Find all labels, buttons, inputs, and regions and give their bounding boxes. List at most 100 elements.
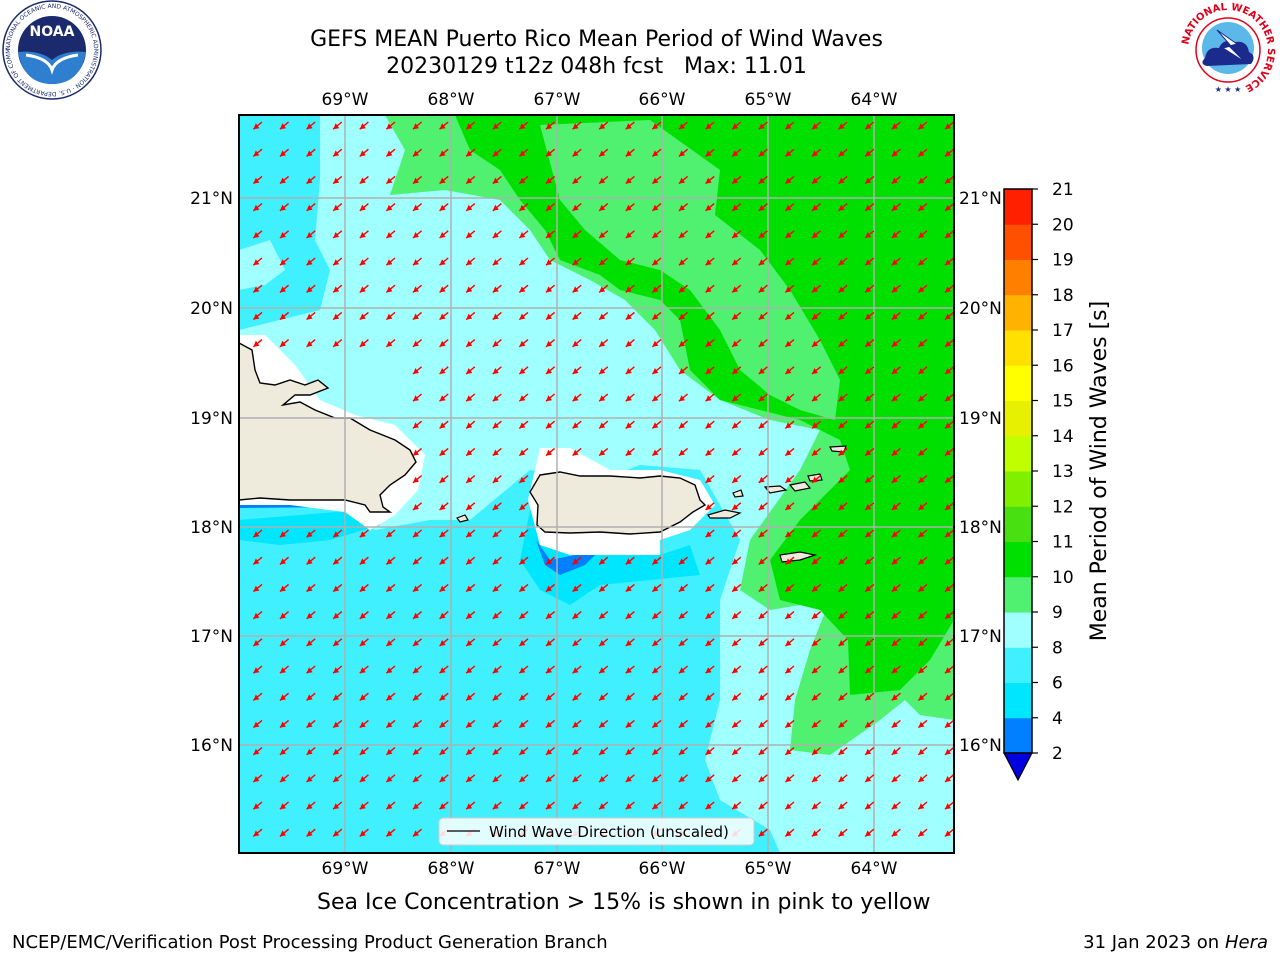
- wave-direction-arrowhead: [732, 313, 739, 320]
- wave-direction-arrowhead: [466, 531, 473, 538]
- wave-direction-arrowhead: [359, 259, 366, 266]
- wave-direction-arrowhead: [599, 585, 606, 592]
- wave-direction-arrowhead: [545, 612, 552, 619]
- wave-direction-arrowhead: [705, 313, 712, 320]
- wave-direction-arrowhead: [758, 177, 765, 184]
- lat-label: 19°N: [190, 409, 233, 429]
- wave-direction-arrowhead: [865, 368, 872, 374]
- wave-direction-arrowhead: [891, 395, 898, 402]
- wave-direction-arrowhead: [359, 776, 366, 782]
- wave-direction-arrowhead: [865, 721, 872, 728]
- wave-direction-arrowhead: [758, 612, 765, 619]
- wave-direction-arrowhead: [572, 449, 579, 456]
- wave-direction-arrowhead: [918, 204, 925, 211]
- wave-direction-arrowhead: [811, 721, 818, 728]
- wave-direction-arrowhead: [705, 504, 712, 510]
- wave-direction-arrowhead: [279, 286, 286, 293]
- noaa-logo: NATIONAL OCEANIC AND ATMOSPHERIC ADMINIS…: [0, 0, 102, 100]
- wave-direction-arrowhead: [466, 585, 473, 592]
- wave-direction-arrowhead: [678, 123, 685, 130]
- wave-direction-arrowhead: [891, 313, 898, 320]
- wave-direction-arrowhead: [519, 721, 526, 728]
- wave-direction-arrowhead: [811, 830, 818, 837]
- wave-direction-arrowhead: [386, 558, 393, 565]
- wave-direction-arrowhead: [279, 585, 286, 592]
- wave-direction-arrowhead: [625, 150, 632, 157]
- wave-direction-arrowhead: [439, 340, 446, 347]
- wave-direction-arrowhead: [253, 259, 260, 266]
- wave-direction-arrowhead: [891, 776, 898, 782]
- wave-direction-arrowhead: [811, 313, 818, 320]
- wave-direction-arrowhead: [838, 830, 845, 837]
- wave-direction-arrowhead: [838, 150, 845, 157]
- wave-direction-arrowhead: [386, 803, 393, 810]
- wave-direction-arrowhead: [306, 177, 313, 184]
- wave-direction-arrowhead: [439, 422, 446, 429]
- wave-direction-arrowhead: [492, 748, 499, 755]
- wave-direction-arrowhead: [439, 286, 446, 293]
- wave-direction-arrowhead: [439, 476, 446, 483]
- wave-direction-arrowhead: [439, 150, 446, 157]
- wave-direction-arrowhead: [572, 232, 579, 238]
- wave-direction-arrowhead: [785, 803, 792, 810]
- footer-date-text: 31 Jan 2023 on: [1083, 932, 1225, 953]
- wave-direction-arrowhead: [758, 504, 765, 510]
- wave-direction-arrowhead: [599, 177, 606, 184]
- wave-direction-arrowhead: [891, 232, 898, 238]
- wave-direction-arrowhead: [572, 395, 579, 402]
- wave-direction-arrowhead: [758, 232, 765, 238]
- wave-direction-arrowhead: [785, 558, 792, 565]
- wave-direction-arrowhead: [572, 259, 579, 266]
- wave-direction-arrowhead: [253, 612, 260, 619]
- lat-label: 16°N: [190, 736, 233, 756]
- wave-direction-arrowhead: [279, 612, 286, 619]
- wave-direction-arrowhead: [386, 150, 393, 157]
- wave-direction-arrowhead: [253, 558, 260, 565]
- wave-direction-arrowhead: [705, 286, 712, 293]
- wave-direction-arrowhead: [572, 123, 579, 130]
- wave-direction-arrowhead: [838, 476, 845, 483]
- wave-direction-arrowhead: [785, 286, 792, 293]
- wave-direction-arrowhead: [492, 449, 499, 456]
- wave-direction-arrowhead: [306, 667, 313, 674]
- wave-direction-arrowhead: [279, 803, 286, 810]
- wave-direction-arrowhead: [811, 585, 818, 592]
- wave-direction-arrowhead: [306, 585, 313, 592]
- wave-direction-arrowhead: [865, 694, 872, 701]
- wave-direction-arrowhead: [865, 504, 872, 510]
- wave-direction-arrowhead: [306, 150, 313, 157]
- wave-direction-arrowhead: [492, 150, 499, 157]
- wave-direction-arrowhead: [279, 259, 286, 266]
- wave-direction-arrowhead: [625, 776, 632, 782]
- wave-direction-arrowhead: [545, 803, 552, 810]
- wave-direction-arrowhead: [545, 667, 552, 674]
- wave-direction-arrowhead: [811, 395, 818, 402]
- wave-direction-arrowhead: [412, 558, 419, 565]
- wave-direction-arrowhead: [944, 748, 951, 755]
- wave-direction-arrowhead: [412, 667, 419, 674]
- wave-direction-arrowhead: [519, 585, 526, 592]
- wave-direction-arrowhead: [732, 721, 739, 728]
- lon-labels-top: 69°W 68°W 67°W 66°W 65°W 64°W: [322, 90, 898, 110]
- colorbar-tick-label: 10: [1052, 568, 1074, 588]
- wave-direction-arrowhead: [891, 830, 898, 837]
- lat-label: 20°N: [190, 299, 233, 319]
- wave-direction-arrowhead: [625, 368, 632, 374]
- wave-direction-arrowhead: [811, 286, 818, 293]
- wave-direction-arrowhead: [652, 558, 659, 565]
- wave-direction-arrowhead: [519, 694, 526, 701]
- wave-direction-arrowhead: [279, 123, 286, 130]
- wave-direction-arrowhead: [865, 531, 872, 538]
- wave-direction-arrowhead: [359, 150, 366, 157]
- wave-period-9-10-stripe: [540, 120, 840, 420]
- wave-direction-arrowhead: [732, 177, 739, 184]
- wave-direction-arrowhead: [838, 612, 845, 619]
- wave-direction-arrowhead: [944, 776, 951, 782]
- wave-direction-arrowhead: [359, 803, 366, 810]
- wave-direction-arrowhead: [572, 313, 579, 320]
- wave-direction-arrowhead: [705, 449, 712, 456]
- wave-direction-arrowhead: [652, 340, 659, 347]
- lat-label: 19°N: [959, 409, 1002, 429]
- wave-direction-arrowhead: [572, 558, 579, 565]
- wave-direction-arrowhead: [492, 232, 499, 238]
